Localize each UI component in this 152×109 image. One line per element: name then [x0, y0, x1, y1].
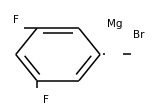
- Text: F: F: [43, 95, 49, 105]
- Text: F: F: [13, 15, 19, 25]
- Text: Br: Br: [133, 30, 144, 40]
- Text: Mg: Mg: [107, 19, 122, 29]
